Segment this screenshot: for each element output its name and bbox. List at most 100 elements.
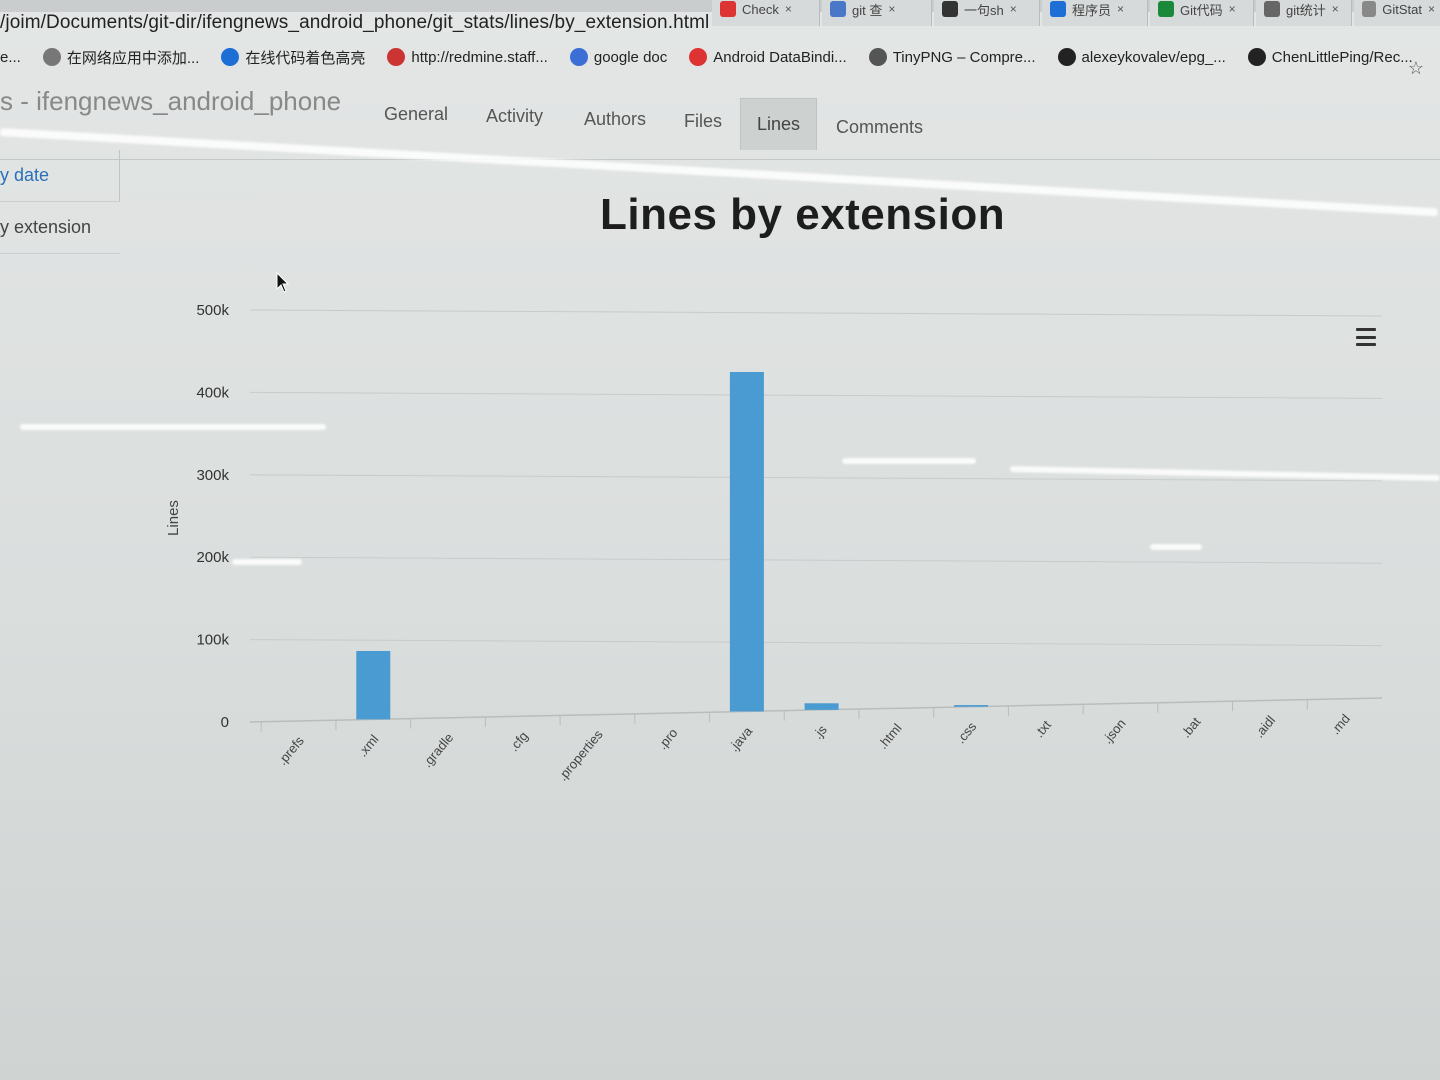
bookmark-star-icon[interactable]: ☆	[1407, 58, 1424, 78]
tab-close-icon[interactable]: ×	[1009, 2, 1017, 16]
tab-favicon-icon	[1264, 1, 1280, 17]
x-axis-line	[249, 697, 1383, 723]
x-tick-label: .js	[810, 722, 830, 742]
x-tick-label: .html	[875, 720, 905, 751]
screen-glare	[1150, 544, 1202, 550]
bookmark-item[interactable]: Android DataBindi...	[689, 48, 847, 66]
x-tick-label: .gradle	[419, 730, 456, 770]
y-tick-label: 100k	[196, 632, 229, 649]
bookmark-item[interactable]: http://redmine.staff...	[387, 48, 548, 66]
screen-glare	[20, 424, 326, 430]
x-tick-label: .aidl	[1251, 713, 1278, 741]
bar-css	[954, 705, 989, 707]
tab-close-icon[interactable]: ×	[1228, 2, 1236, 16]
nav-tab-authors[interactable]: Authors	[584, 108, 647, 129]
y-tick-label: 500k	[196, 302, 229, 319]
address-bar[interactable]: /joim/Documents/git-dir/ifengnews_androi…	[0, 6, 1440, 40]
browser-tab[interactable]: GitStat ×	[1354, 0, 1440, 26]
bookmark-favicon-icon	[221, 48, 240, 66]
bookmark-favicon-icon	[1057, 48, 1076, 66]
bookmark-label: TinyPNG – Compre...	[892, 48, 1036, 66]
bookmark-favicon-icon	[689, 48, 708, 66]
x-tick-label: .xml	[355, 732, 382, 760]
url-text[interactable]: /joim/Documents/git-dir/ifengnews_androi…	[0, 12, 710, 33]
sidebar-item-by-extension[interactable]: y extension	[0, 202, 120, 254]
browser-tab[interactable]: git统计 ×	[1256, 0, 1352, 26]
bar-js	[804, 703, 839, 710]
nav-tab-general[interactable]: General	[384, 103, 449, 124]
mouse-cursor-icon	[276, 272, 290, 293]
bar-xml	[356, 650, 391, 720]
tab-label: 程序员	[1072, 2, 1112, 18]
x-tick-label: .cfg	[506, 729, 531, 755]
bookmark-item[interactable]: google doc	[569, 48, 668, 66]
browser-tab[interactable]: Git代码 ×	[1150, 0, 1254, 26]
x-tick-label: .prefs	[274, 733, 307, 768]
y-tick-label: 200k	[196, 549, 229, 566]
tab-close-icon[interactable]: ×	[784, 2, 792, 16]
y-gridline	[249, 391, 1383, 399]
browser-tab[interactable]: 一句sh ×	[934, 0, 1040, 26]
bookmark-label: 在网络应用中添加...	[66, 49, 200, 67]
y-gridline	[249, 309, 1383, 317]
tab-close-icon[interactable]: ×	[888, 2, 896, 16]
bookmark-item[interactable]: 在网络应用中添加...	[42, 47, 200, 68]
bookmark-favicon-icon	[569, 48, 588, 66]
bookmark-label: google doc	[593, 48, 668, 66]
bookmark-item[interactable]: ChenLittlePing/Rec...	[1247, 48, 1413, 66]
bookmark-item[interactable]: e...	[0, 49, 21, 66]
bookmark-label: alexeykovalev/epg_...	[1081, 48, 1226, 66]
x-tick-label: .bat	[1178, 714, 1204, 741]
tab-favicon-icon	[1362, 1, 1377, 17]
y-tick-label: 0	[221, 714, 229, 731]
tab-label: git统计	[1286, 2, 1326, 18]
tab-close-icon[interactable]: ×	[1331, 2, 1339, 16]
tab-close-icon[interactable]: ×	[1117, 2, 1125, 16]
nav-tab-files[interactable]: Files	[684, 111, 723, 132]
bookmark-favicon-icon	[387, 48, 406, 66]
screen-glare	[232, 559, 302, 565]
x-tick-label: .java	[726, 723, 756, 754]
x-tick-label: .json	[1100, 716, 1129, 747]
tab-favicon-icon	[1050, 1, 1066, 17]
bookmark-label: 在线代码着色高亮	[245, 49, 366, 67]
tab-favicon-icon	[942, 1, 958, 17]
browser-tab[interactable]: git 查 ×	[822, 0, 932, 26]
bookmark-favicon-icon	[42, 48, 61, 66]
tab-favicon-icon	[1158, 1, 1174, 17]
browser-tab[interactable]: Check ×	[712, 0, 820, 26]
nav-tab-comments[interactable]: Comments	[836, 116, 924, 137]
x-tick-label: .pro	[655, 725, 681, 752]
bookmark-item[interactable]: 在线代码着色高亮	[221, 47, 365, 68]
chart-menu-icon[interactable]	[1356, 328, 1376, 346]
nav-tab-activity[interactable]: Activity	[486, 106, 544, 127]
bookmark-label: http://redmine.staff...	[411, 48, 548, 66]
nav-tab-lines[interactable]: Lines	[740, 98, 818, 151]
y-tick-label: 300k	[196, 467, 229, 484]
bookmark-favicon-icon	[868, 48, 887, 66]
bookmark-item[interactable]: TinyPNG – Compre...	[868, 48, 1036, 66]
bookmark-item[interactable]: alexeykovalev/epg_...	[1057, 48, 1226, 66]
chart-title: Lines by extension	[600, 190, 1006, 239]
x-tick-label: .properties	[555, 727, 606, 784]
bookmark-favicon-icon	[1247, 48, 1266, 66]
browser-tab[interactable]: 程序员 ×	[1042, 0, 1148, 26]
project-brand[interactable]: s - ifengnews_android_phone	[0, 86, 342, 116]
bookmark-label: e...	[0, 48, 21, 66]
tab-favicon-icon	[720, 1, 736, 17]
x-tick-label: .txt	[1031, 717, 1054, 740]
sidebar-item-by-date[interactable]: y date	[0, 150, 120, 202]
app-navbar: s - ifengnews_android_phone General Activ…	[0, 80, 1440, 160]
bookmarks-bar: e... 在网络应用中添加... 在线代码着色高亮 http://redmine.st…	[0, 42, 1440, 72]
bar-java	[729, 371, 764, 712]
tab-close-icon[interactable]: ×	[1427, 2, 1435, 16]
bookmark-label: ChenLittlePing/Rec...	[1271, 48, 1413, 66]
tab-label: Check	[742, 1, 779, 17]
y-tick-label: 400k	[196, 384, 229, 401]
x-tick-label: .md	[1328, 711, 1353, 737]
y-gridline	[249, 556, 1383, 564]
bookmark-label: Android DataBindi...	[713, 48, 847, 66]
x-tick-label: .css	[953, 719, 980, 747]
tab-favicon-icon	[830, 1, 846, 17]
